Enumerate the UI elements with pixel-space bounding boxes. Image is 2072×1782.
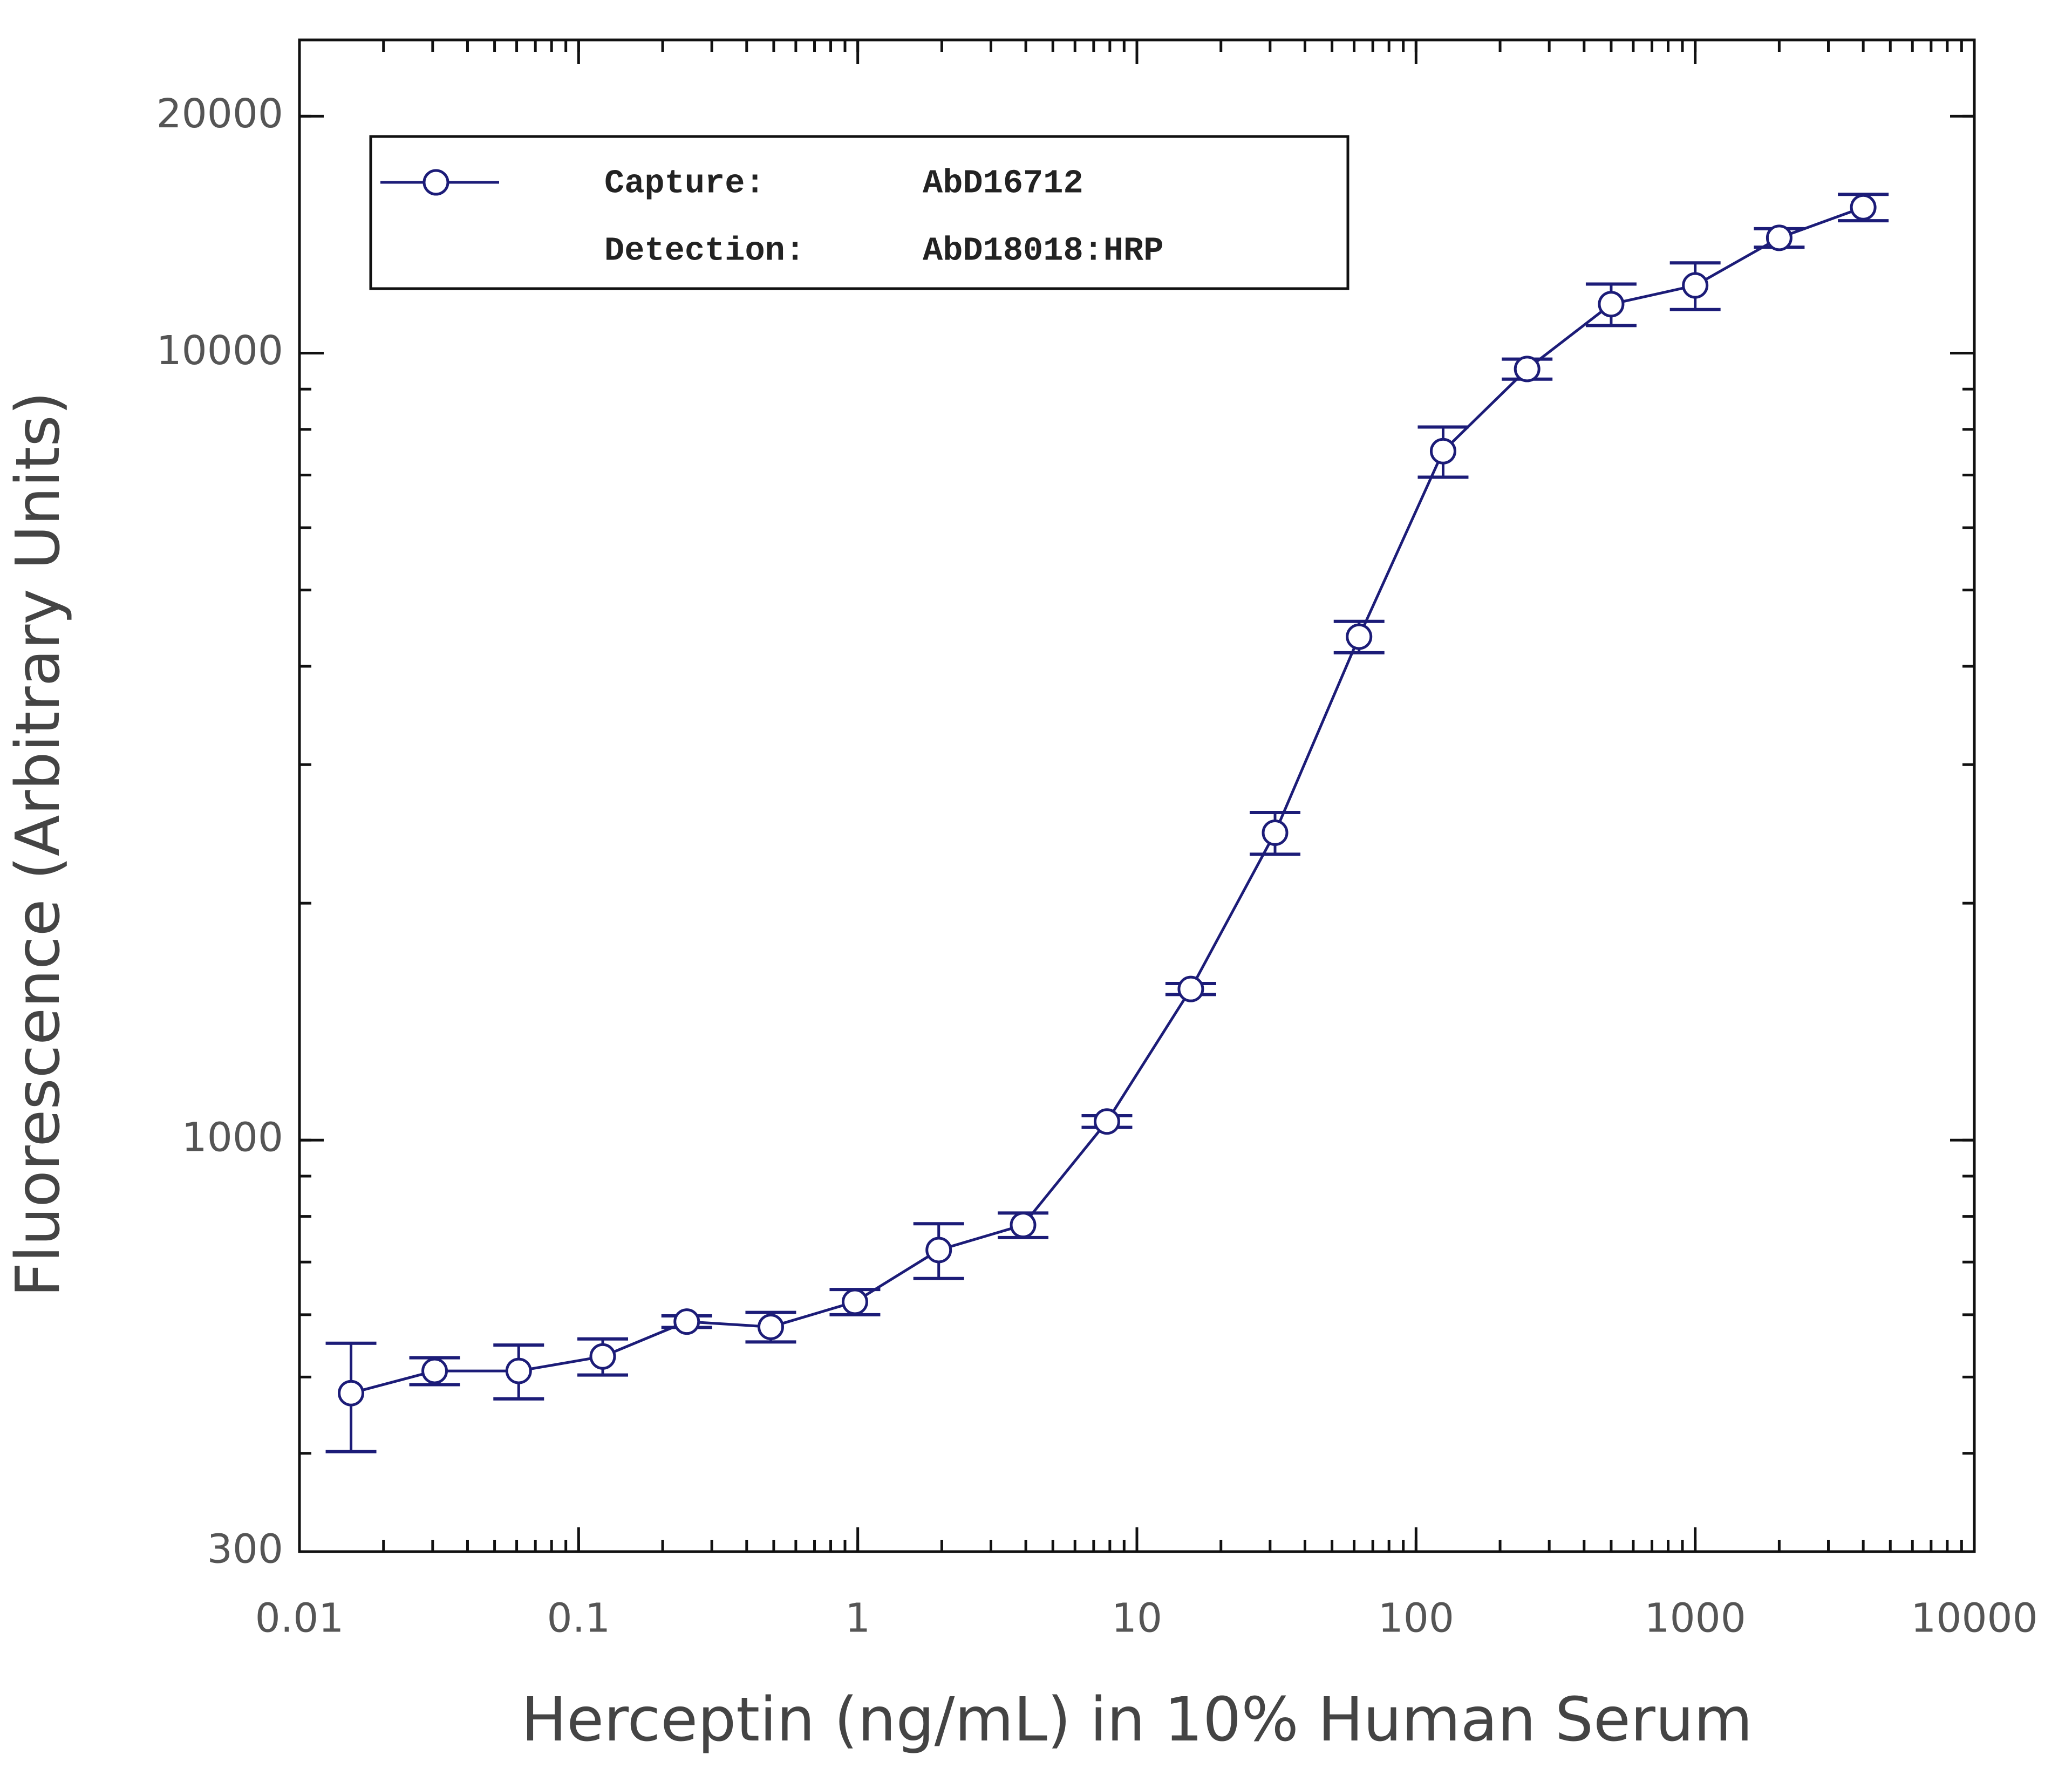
legend-label: Detection:: [604, 231, 805, 270]
legend-box: [369, 135, 1349, 290]
legend-value: AbD16712: [923, 164, 1083, 202]
data-point: [421, 1357, 448, 1384]
data-point: [841, 1288, 868, 1315]
y-tick-label: 1000: [182, 1115, 283, 1161]
data-point: [1177, 975, 1204, 1002]
x-tick-label: 1: [845, 1595, 870, 1642]
data-point: [1010, 1212, 1037, 1239]
data-point: [505, 1357, 532, 1384]
x-axis-title: Herceptin (ng/mL) in 10% Human Serum: [521, 1685, 1753, 1755]
x-tick-label: 0.1: [547, 1595, 610, 1642]
x-tick-label: 1000: [1645, 1595, 1746, 1642]
series-line: [350, 206, 1864, 1395]
data-point: [1346, 623, 1373, 650]
data-point: [1093, 1108, 1120, 1135]
data-point: [1598, 291, 1625, 318]
data-point: [589, 1343, 616, 1370]
data-point: [1682, 272, 1709, 299]
data-point: [673, 1308, 700, 1335]
legend-value: AbD18018:HRP: [923, 231, 1163, 270]
y-axis-title: Fluorescence (Arbitrary Units): [3, 392, 73, 1298]
x-tick-label: 10: [1112, 1595, 1162, 1642]
x-tick-label: 0.01: [255, 1595, 344, 1642]
x-tick-label: 100: [1378, 1595, 1454, 1642]
data-point: [338, 1380, 365, 1407]
data-point: [1766, 224, 1792, 251]
data-point: [925, 1237, 952, 1264]
data-point: [1514, 356, 1541, 383]
legend-marker: [422, 169, 449, 196]
y-tick-label: 10000: [156, 327, 283, 374]
data-point: [757, 1313, 784, 1340]
legend: Capture: AbD16712 Detection: AbD18018:HR…: [369, 135, 1349, 290]
data-point: [1850, 194, 1877, 221]
y-tick-label: 300: [207, 1526, 283, 1573]
data-point: [1429, 438, 1456, 465]
legend-label: Capture:: [604, 164, 765, 202]
y-tick-label: 20000: [156, 91, 283, 137]
x-tick-label: 10000: [1911, 1595, 2037, 1642]
data-point: [1262, 819, 1289, 846]
